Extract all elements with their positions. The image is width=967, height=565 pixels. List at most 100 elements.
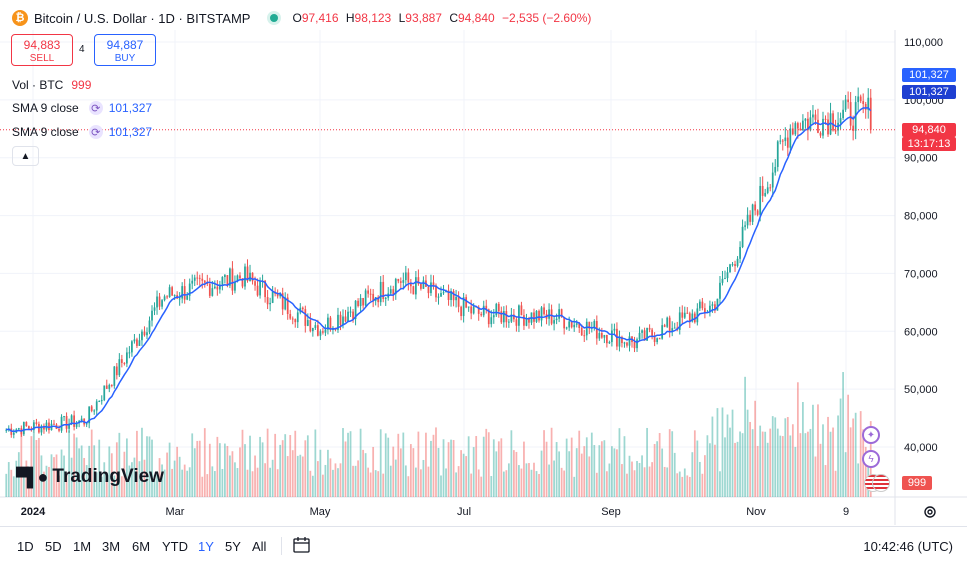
- candle-body: [435, 285, 437, 298]
- candle-body: [188, 283, 191, 296]
- candle-body: [226, 275, 229, 286]
- timeframe-ytd[interactable]: YTD: [162, 539, 188, 554]
- candle-body: [156, 296, 158, 308]
- market-open-icon: [270, 14, 279, 22]
- candle-body: [507, 321, 510, 323]
- timeframe-1m[interactable]: 1M: [73, 539, 92, 554]
- candle-body: [565, 327, 568, 329]
- buy-button[interactable]: 94,887 BUY: [94, 34, 156, 66]
- timeframe-6m[interactable]: 6M: [132, 539, 151, 554]
- timeframe-1d[interactable]: 1D: [17, 539, 34, 554]
- volume-bar: [779, 435, 782, 497]
- candle-body: [608, 342, 611, 344]
- volume-bar: [251, 471, 254, 497]
- gear-icon[interactable]: [922, 504, 938, 520]
- timeframe-1y[interactable]: 1Y: [198, 539, 214, 554]
- volume-bar: [651, 462, 653, 497]
- price-tick-label: 80,000: [904, 211, 938, 223]
- candle-body: [518, 305, 520, 326]
- utc-clock[interactable]: 10:42:46 (UTC): [863, 539, 953, 554]
- candle-body: [392, 289, 395, 295]
- candle-body: [339, 314, 342, 325]
- volume-bar: [173, 460, 176, 497]
- time-tick-label: 2024: [21, 506, 46, 518]
- candle-body: [766, 187, 769, 193]
- candle-body: [771, 172, 774, 188]
- volume-bar: [264, 463, 266, 497]
- timeframe-5d[interactable]: 5D: [45, 539, 62, 554]
- volume-bar: [550, 427, 553, 497]
- volume-legend[interactable]: Vol · BTC 999: [12, 78, 92, 92]
- volume-bar: [643, 467, 646, 497]
- tradingview-logo[interactable]: ▀▌● TradingView: [16, 466, 164, 487]
- us-flag-event-icon[interactable]: [864, 473, 890, 492]
- volume-bar: [497, 441, 500, 497]
- candle-body: [560, 309, 563, 318]
- volume-bar: [774, 417, 777, 497]
- event-lightning-icon[interactable]: ϟ: [862, 450, 880, 468]
- volume-bar: [161, 464, 163, 497]
- candle-body: [744, 225, 746, 227]
- sync-icon[interactable]: ⟳: [88, 125, 103, 139]
- volume-bar: [80, 445, 83, 497]
- candle-body: [148, 320, 151, 333]
- candle-body: [407, 272, 410, 283]
- volume-bar: [611, 446, 613, 497]
- symbol-title[interactable]: Bitcoin / U.S. Dollar · 1D · BITSTAMP: [34, 10, 251, 26]
- candle-body: [354, 300, 357, 320]
- volume-bar: [427, 466, 430, 497]
- sell-button[interactable]: 94,883 SELL: [11, 34, 73, 66]
- volume-bar: [432, 434, 435, 497]
- timeframe-5y[interactable]: 5Y: [225, 539, 241, 554]
- candle-body: [409, 282, 412, 287]
- candle-body: [651, 329, 653, 337]
- candle-body: [799, 128, 802, 131]
- calendar-range-icon[interactable]: [292, 536, 312, 554]
- candle-body: [404, 272, 407, 281]
- candle-body: [201, 278, 204, 281]
- volume-bar: [623, 436, 626, 497]
- volume-bar: [311, 475, 314, 497]
- candle-body: [834, 130, 837, 132]
- volume-bar: [10, 469, 13, 497]
- candle-body: [143, 331, 146, 336]
- volume-bar: [555, 442, 558, 497]
- candle-body: [611, 330, 613, 343]
- sma-legend-2[interactable]: SMA 9 close ⟳ 101,327: [12, 125, 153, 139]
- candle-body: [761, 185, 764, 196]
- volume-bar: [666, 467, 669, 497]
- candle-body: [286, 297, 289, 314]
- candle-body: [244, 266, 246, 287]
- candle-body: [447, 290, 450, 300]
- candle-body: [389, 289, 392, 294]
- candle-body: [357, 300, 359, 307]
- volume-bar: [133, 457, 136, 497]
- sma-legend-1[interactable]: SMA 9 close ⟳ 101,327: [12, 101, 153, 115]
- candle-body: [161, 300, 163, 307]
- candle-body: [259, 281, 261, 296]
- collapse-legend-button[interactable]: ▲: [12, 146, 39, 166]
- sync-icon[interactable]: ⟳: [88, 101, 103, 115]
- volume-bar: [362, 449, 364, 497]
- volume-bar: [714, 444, 716, 497]
- candle-body: [141, 331, 143, 341]
- timeframe-all[interactable]: All: [252, 539, 267, 554]
- volume-bar: [467, 436, 470, 497]
- candle-body: [377, 297, 380, 303]
- volume-bar: [123, 451, 126, 497]
- candle-body: [208, 283, 211, 296]
- volume-bar: [686, 475, 689, 497]
- event-sparkle-icon[interactable]: ✦: [862, 426, 880, 444]
- volume-bar: [103, 462, 106, 497]
- volume-bar: [754, 400, 757, 497]
- candle-body: [515, 319, 518, 326]
- symbol-header[interactable]: ₿ Bitcoin / U.S. Dollar · 1D · BITSTAMP …: [12, 8, 595, 28]
- candle-body: [236, 275, 239, 282]
- volume-bar: [598, 445, 601, 497]
- timeframe-3m[interactable]: 3M: [102, 539, 121, 554]
- candle-body: [585, 321, 588, 336]
- volume-bar: [269, 467, 272, 497]
- volume-bar: [543, 430, 545, 497]
- volume-bar: [344, 441, 347, 497]
